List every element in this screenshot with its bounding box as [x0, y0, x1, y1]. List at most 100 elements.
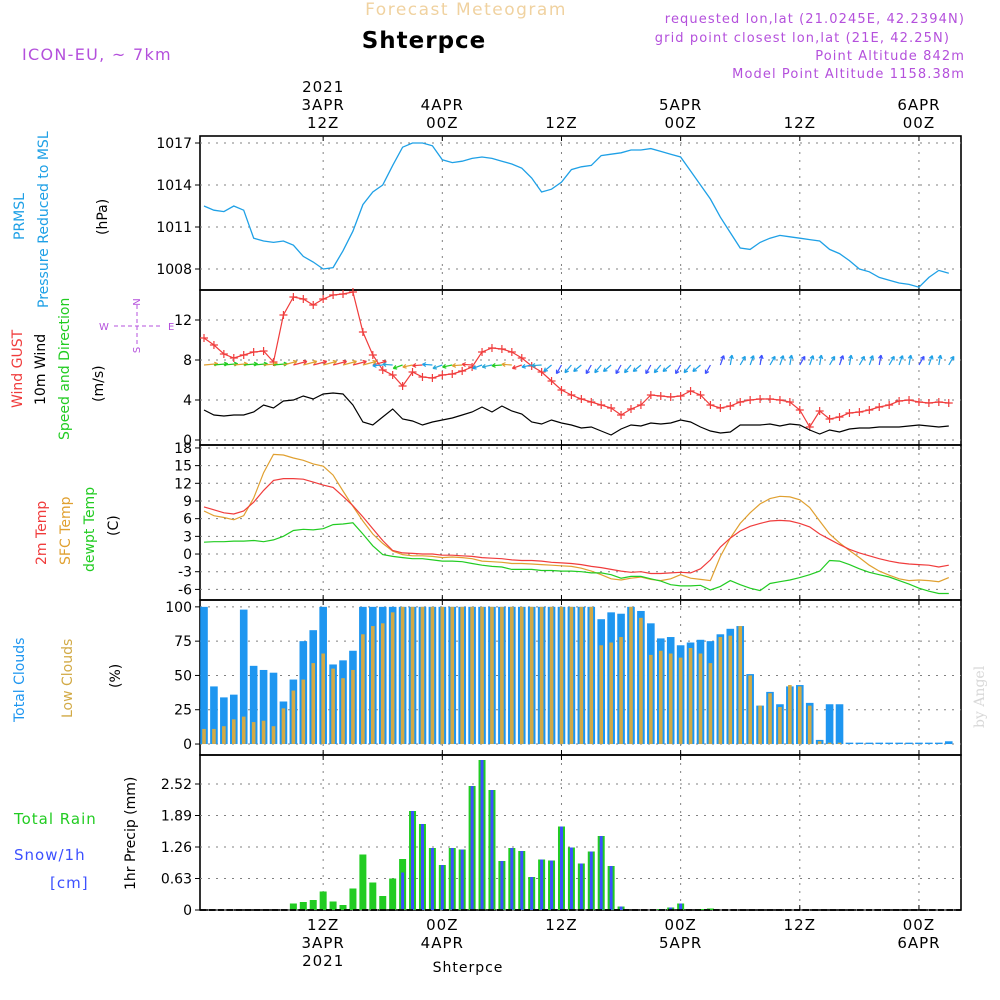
gust-marker — [547, 377, 556, 385]
gust-marker — [696, 391, 705, 399]
gust-marker — [845, 409, 854, 417]
low-cloud-bar — [380, 623, 385, 745]
gust-marker — [676, 392, 685, 400]
gust-marker — [825, 415, 834, 423]
wind-arrow — [683, 364, 692, 374]
low-cloud-bar — [510, 606, 514, 745]
low-cloud-bar — [500, 606, 504, 745]
bottom-time-label: 00Z — [426, 916, 458, 934]
rain-bar — [299, 902, 307, 910]
gust-marker — [775, 396, 784, 404]
gust-marker — [835, 413, 844, 421]
rain-bar — [379, 896, 387, 910]
wind-side-labels: Wind GUST 10m Wind Speed and Direction (… — [10, 298, 174, 440]
total-cloud-bar — [259, 669, 268, 745]
total-cloud-bar — [925, 742, 933, 745]
wind-arrow — [392, 364, 403, 370]
gust-marker — [597, 401, 606, 409]
wind-arrow — [829, 355, 836, 366]
total-cloud-bar — [249, 665, 258, 745]
total-cloud-bar — [825, 704, 834, 745]
gust-marker — [418, 373, 427, 381]
wind-arrow — [818, 354, 824, 366]
gust-marker — [726, 402, 735, 410]
rain-bar — [359, 854, 367, 910]
snow-bar — [679, 903, 683, 910]
wind-arrow — [858, 355, 865, 366]
wind-arrow — [543, 364, 552, 373]
wind-arrow — [868, 355, 874, 366]
top-time-label: 3APR — [302, 96, 345, 114]
bottom-time-label: 00Z — [903, 916, 935, 934]
gust-marker — [319, 295, 328, 303]
low-cloud-bar — [231, 719, 236, 745]
gust-marker — [378, 366, 387, 374]
top-time-label: 12Z — [307, 114, 339, 132]
wind-arrow — [352, 359, 367, 366]
credit-watermark: by Angel — [972, 665, 988, 728]
low-cloud-bar — [311, 663, 316, 745]
y-tick-label: 100 — [165, 600, 192, 616]
wind-arrow — [888, 355, 895, 366]
gust-marker — [259, 347, 268, 355]
low-cloud-bar — [708, 663, 713, 745]
wind-arrow — [729, 354, 734, 366]
gust-marker — [785, 398, 794, 406]
snow-bar — [490, 790, 494, 910]
low-cloud-bar — [281, 708, 286, 745]
low-cloud-bar — [658, 650, 663, 745]
gust-marker — [388, 371, 397, 379]
y-tick-label: 1.89 — [161, 809, 192, 825]
y-tick-label: 9 — [183, 494, 192, 510]
wind-unit: (m/s) — [91, 365, 107, 402]
wind-arrow — [692, 364, 701, 373]
gust-marker — [428, 374, 437, 382]
low-cloud-bar — [291, 690, 296, 745]
gust-marker — [706, 401, 715, 409]
y-tick-label: 0 — [183, 433, 192, 449]
compass-e: E — [168, 322, 174, 333]
sfc-temp-line — [203, 453, 950, 583]
prmsl-desc-label: Pressure Reduced to MSL — [36, 131, 52, 308]
low-cloud-bar — [430, 606, 435, 745]
rain-bar — [369, 882, 377, 910]
low-cloud-bar — [480, 606, 484, 745]
total-cloud-bar — [239, 609, 248, 745]
bottom-time-label: 3APR — [302, 934, 345, 952]
snow-bar — [430, 848, 434, 910]
wind-arrow — [382, 362, 393, 367]
gust-marker — [368, 351, 377, 359]
low-cloud-bar — [341, 678, 345, 745]
low-cloud-bar — [301, 679, 306, 745]
wind-arrow — [769, 355, 776, 366]
snow-bar — [401, 872, 405, 910]
wind-arrow — [662, 364, 672, 373]
y-tick-label: 75 — [174, 634, 192, 650]
total-cloud-bar — [944, 741, 953, 745]
wind-arrow — [511, 364, 522, 370]
compass-w: W — [99, 322, 109, 333]
chart-title: Forecast Meteogram — [365, 0, 567, 20]
low-cloud-bar — [817, 741, 822, 745]
low-cloud-bar — [450, 606, 455, 745]
gust-line — [203, 291, 949, 429]
y-tick-label: 4 — [183, 393, 192, 409]
y-tick-label: 0 — [183, 903, 192, 919]
wind-arrow — [719, 355, 725, 366]
gust-marker — [815, 407, 824, 415]
y-tick-label: 50 — [174, 668, 192, 684]
pressure-side-labels: PRMSL Pressure Reduced to MSL (hPa) — [12, 131, 111, 308]
y-tick-label: 0 — [183, 737, 192, 753]
wind-arrow — [451, 363, 463, 368]
gust-marker — [458, 367, 467, 375]
wind-arrow — [491, 363, 502, 368]
gust-marker — [200, 334, 208, 342]
model-label: ICON-EU, ~ 7km — [22, 45, 172, 64]
bottom-time-label: 2021 — [302, 952, 344, 970]
low-cloud-bar — [529, 606, 534, 745]
snow-bar — [669, 907, 673, 910]
wind-arrow — [422, 362, 433, 367]
total-cloud-bar — [855, 742, 864, 745]
rain-bar — [349, 888, 357, 910]
